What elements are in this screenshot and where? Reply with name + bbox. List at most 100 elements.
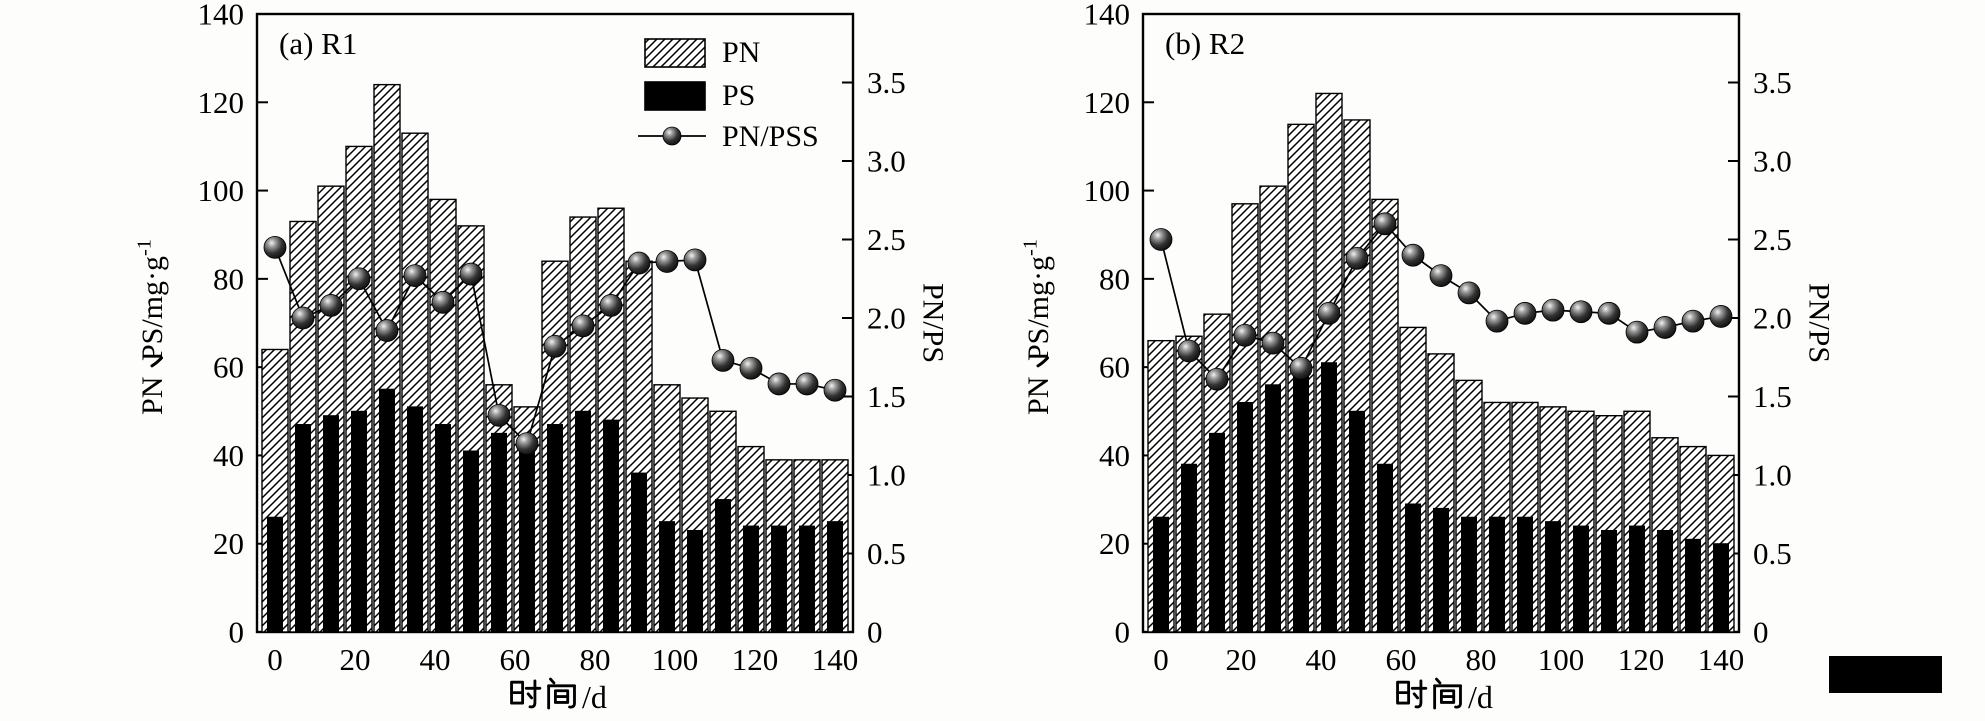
y-left-tick-label: 120: [1084, 85, 1131, 120]
y-left-tick-label: 40: [1099, 438, 1130, 473]
y-right-tick-label: 3.5: [867, 65, 906, 100]
ps-bar: [1265, 384, 1281, 633]
x-axis-label: /d: [510, 677, 607, 715]
y-right-tick-label: 0: [1753, 615, 1769, 650]
pnps-point: [263, 235, 287, 259]
y-right-tick-label: 2.0: [867, 301, 906, 336]
ps-bar: [1349, 410, 1365, 633]
ps-bar: [491, 432, 507, 633]
pnps-point: [291, 306, 315, 330]
ps-bar: [715, 499, 731, 633]
ps-bar: [435, 424, 451, 633]
pnps-point: [1205, 367, 1229, 391]
ps-bar: [1433, 507, 1449, 633]
legend-label: PN/PSS: [722, 120, 819, 153]
y-right-tick-label: 3.5: [1753, 65, 1792, 100]
pnps-point: [1457, 281, 1481, 305]
cjk-comma-glyph: [1036, 356, 1049, 368]
right-axis-label: PN/PS: [1803, 283, 1836, 363]
ps-bar: [1545, 521, 1561, 633]
x-tick-label: 140: [1698, 642, 1745, 677]
y-left-tick-label: 140: [198, 0, 245, 32]
y-axis-label: PNPS/mg·g-1: [134, 239, 169, 415]
pnps-point: [1625, 320, 1649, 344]
right-axis-label: PN/PS: [917, 283, 950, 363]
y-left-tick-label: 80: [213, 261, 244, 296]
ps-bar: [463, 450, 479, 633]
ps-bar: [603, 419, 619, 633]
pnps-point: [1233, 323, 1257, 347]
ps-bar: [1153, 516, 1169, 633]
y-left-tick-label: 60: [213, 350, 244, 385]
y-axis-label: PNPS/mg·g-1: [1020, 239, 1055, 415]
y-right-tick-label: 0.5: [867, 536, 906, 571]
ps-bar: [407, 406, 423, 633]
ps-bar: [827, 521, 843, 633]
y-left-tick-label: 80: [1099, 261, 1130, 296]
x-tick-label: 60: [500, 642, 531, 677]
pnps-point: [487, 403, 511, 427]
pnps-point: [1541, 298, 1565, 322]
pnps-point: [319, 294, 343, 317]
y-right-tick-label: 3.0: [1753, 144, 1792, 179]
ps-bar: [295, 424, 311, 633]
legend-label: PN: [722, 36, 760, 69]
pnps-point: [627, 251, 651, 275]
pnps-point: [1345, 246, 1369, 270]
y-right-tick-label: 3.0: [867, 144, 906, 179]
panel-title: (a) R1: [279, 26, 357, 61]
x-tick-label: 40: [1306, 642, 1337, 677]
pnps-point: [1513, 301, 1537, 325]
pnps-point: [543, 334, 567, 358]
ps-bar: [575, 410, 591, 633]
legend-ball-marker: [662, 126, 682, 146]
panel-title: (b) R2: [1165, 26, 1245, 61]
pnps-point: [739, 356, 763, 380]
chart-panel-a: 02040608010012014000.51.01.52.02.53.03.5…: [134, 0, 950, 715]
pnps-point: [1569, 300, 1593, 324]
x-tick-label: 100: [652, 642, 699, 677]
black-marker-bar: [1829, 656, 1942, 693]
ps-bar: [1573, 525, 1589, 633]
ps-bar: [1517, 516, 1533, 633]
pnps-point: [431, 290, 455, 314]
ps-bar: [771, 525, 787, 633]
pnps-point: [403, 264, 427, 288]
y-left-tick-label: 40: [213, 438, 244, 473]
pnps-point: [1485, 309, 1509, 333]
y-left-tick-label: 0: [1115, 615, 1131, 650]
chart-panel-b: 02040608010012014000.51.01.52.02.53.03.5…: [1020, 0, 1836, 715]
pnps-point: [515, 432, 539, 456]
ps-bar: [1321, 362, 1337, 633]
x-tick-label: 120: [1618, 642, 1665, 677]
y-right-tick-label: 1.0: [867, 458, 906, 493]
x-axis-label-suffix: /d: [582, 679, 607, 715]
pnps-point: [683, 248, 707, 272]
ps-bar: [1713, 543, 1729, 633]
y-right-tick-label: 2.5: [867, 222, 906, 257]
pnps-point: [1289, 356, 1313, 380]
pnps-point: [1653, 316, 1677, 339]
legend-label: PS: [722, 79, 755, 112]
y-left-tick-label: 100: [1084, 173, 1131, 208]
x-tick-label: 100: [1538, 642, 1585, 677]
x-tick-label: 60: [1386, 642, 1417, 677]
svg-text:PNPS/mg·g-1: PNPS/mg·g-1: [1020, 239, 1055, 415]
pn-bar: [1147, 339, 1175, 633]
x-tick-label: 0: [267, 642, 283, 677]
ps-bar: [1657, 529, 1673, 633]
ps-bar: [267, 516, 283, 633]
cjk-comma-glyph: [150, 356, 163, 368]
y-right-tick-label: 1.5: [1753, 379, 1792, 414]
x-tick-label: 80: [1466, 642, 1497, 677]
y-left-tick-label: 20: [1099, 526, 1130, 561]
y-left-tick-label: 0: [229, 615, 245, 650]
y-right-tick-label: 2.0: [1753, 301, 1792, 336]
y-left-tick-label: 120: [198, 85, 245, 120]
pnps-point: [1401, 243, 1425, 267]
pnps-point: [655, 250, 679, 273]
pnps-point: [1149, 228, 1173, 251]
pnps-point: [1261, 331, 1285, 355]
